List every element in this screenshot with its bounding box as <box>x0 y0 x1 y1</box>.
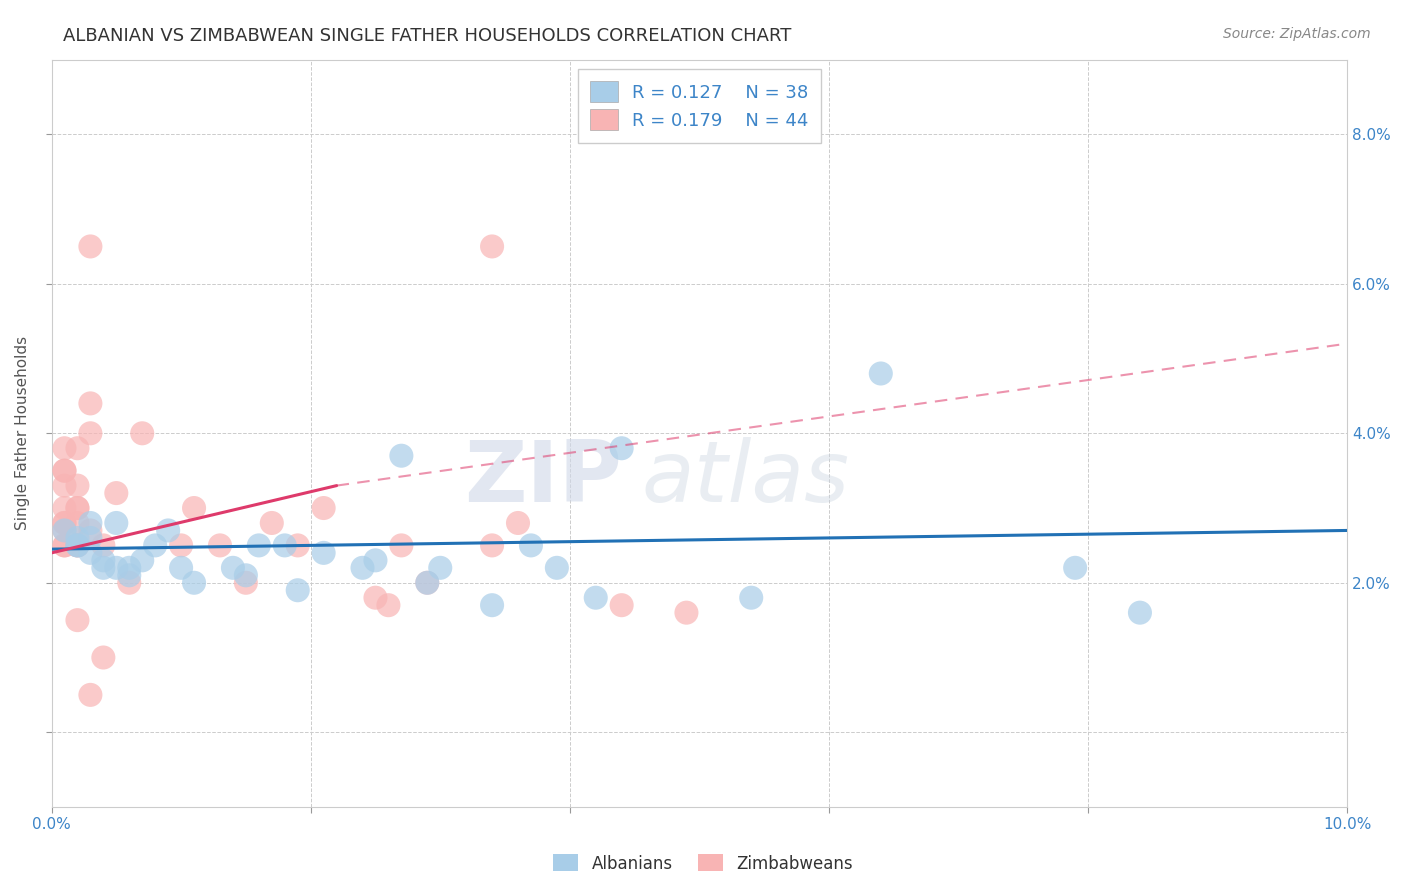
Text: Source: ZipAtlas.com: Source: ZipAtlas.com <box>1223 27 1371 41</box>
Point <box>53 478 76 492</box>
Point <box>53 501 76 516</box>
Point <box>66 613 89 627</box>
Point <box>222 561 245 575</box>
Point <box>235 575 257 590</box>
Point <box>93 538 115 552</box>
Point <box>53 464 76 478</box>
Point <box>93 553 115 567</box>
Point <box>675 606 697 620</box>
Point <box>585 591 607 605</box>
Point <box>183 575 205 590</box>
Point <box>506 516 529 530</box>
Point <box>53 538 76 552</box>
Point <box>481 598 503 612</box>
Legend: R = 0.127    N = 38, R = 0.179    N = 44: R = 0.127 N = 38, R = 0.179 N = 44 <box>578 69 821 143</box>
Point <box>79 524 101 538</box>
Point <box>66 501 89 516</box>
Point <box>105 486 128 500</box>
Point <box>1129 606 1152 620</box>
Point <box>170 561 193 575</box>
Point <box>53 516 76 530</box>
Point <box>105 561 128 575</box>
Point <box>260 516 283 530</box>
Point <box>131 426 153 441</box>
Point <box>66 442 89 456</box>
Point <box>79 396 101 410</box>
Point <box>389 538 412 552</box>
Point <box>416 575 439 590</box>
Point <box>66 538 89 552</box>
Point <box>247 538 270 552</box>
Point <box>610 598 633 612</box>
Point <box>157 524 180 538</box>
Point <box>208 538 231 552</box>
Point <box>79 546 101 560</box>
Point <box>53 442 76 456</box>
Point <box>53 464 76 478</box>
Point <box>312 501 335 516</box>
Point <box>416 575 439 590</box>
Point <box>274 538 297 552</box>
Point <box>287 538 309 552</box>
Point <box>53 524 76 538</box>
Point <box>740 591 762 605</box>
Point <box>131 553 153 567</box>
Point <box>53 538 76 552</box>
Point <box>610 442 633 456</box>
Text: ALBANIAN VS ZIMBABWEAN SINGLE FATHER HOUSEHOLDS CORRELATION CHART: ALBANIAN VS ZIMBABWEAN SINGLE FATHER HOU… <box>63 27 792 45</box>
Point <box>377 598 399 612</box>
Point <box>1064 561 1087 575</box>
Point <box>79 688 101 702</box>
Y-axis label: Single Father Households: Single Father Households <box>15 336 30 531</box>
Point <box>53 516 76 530</box>
Point <box>79 426 101 441</box>
Point <box>143 538 166 552</box>
Point <box>79 516 101 530</box>
Point <box>389 449 412 463</box>
Point <box>520 538 543 552</box>
Point <box>66 478 89 492</box>
Text: ZIP: ZIP <box>464 437 621 520</box>
Point <box>79 531 101 545</box>
Legend: Albanians, Zimbabweans: Albanians, Zimbabweans <box>547 847 859 880</box>
Point <box>118 561 141 575</box>
Point <box>183 501 205 516</box>
Point <box>79 239 101 253</box>
Point <box>352 561 374 575</box>
Point <box>66 538 89 552</box>
Point <box>93 650 115 665</box>
Point <box>66 538 89 552</box>
Point <box>481 239 503 253</box>
Point <box>118 568 141 582</box>
Point <box>66 538 89 552</box>
Point <box>546 561 568 575</box>
Point <box>429 561 451 575</box>
Point <box>235 568 257 582</box>
Point <box>93 561 115 575</box>
Point <box>312 546 335 560</box>
Point <box>170 538 193 552</box>
Point <box>66 531 89 545</box>
Point <box>364 591 387 605</box>
Point <box>53 524 76 538</box>
Text: atlas: atlas <box>641 437 849 520</box>
Point <box>364 553 387 567</box>
Point <box>118 575 141 590</box>
Point <box>869 367 891 381</box>
Point <box>287 583 309 598</box>
Point <box>66 501 89 516</box>
Point <box>66 516 89 530</box>
Point <box>105 516 128 530</box>
Point <box>481 538 503 552</box>
